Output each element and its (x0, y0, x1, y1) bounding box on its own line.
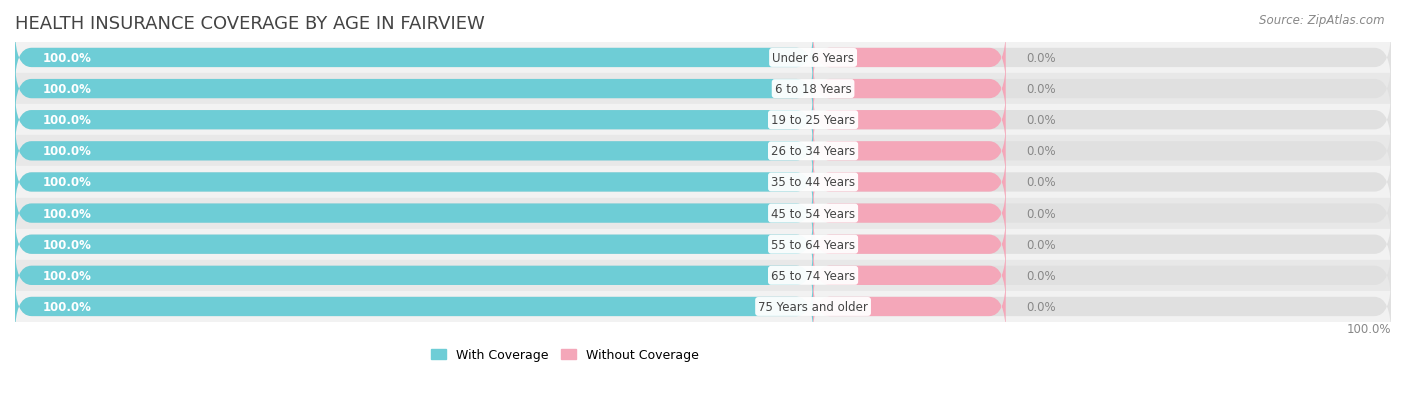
FancyBboxPatch shape (15, 217, 1391, 272)
Text: 100.0%: 100.0% (42, 176, 91, 189)
Bar (15, 105, 1391, 136)
FancyBboxPatch shape (15, 186, 1391, 241)
Text: 0.0%: 0.0% (1026, 207, 1056, 220)
FancyBboxPatch shape (15, 124, 813, 179)
Text: 0.0%: 0.0% (1026, 145, 1056, 158)
FancyBboxPatch shape (15, 124, 1391, 179)
FancyBboxPatch shape (813, 31, 1005, 86)
FancyBboxPatch shape (813, 186, 1005, 241)
FancyBboxPatch shape (813, 62, 1005, 117)
Text: 0.0%: 0.0% (1026, 269, 1056, 282)
Text: 19 to 25 Years: 19 to 25 Years (770, 114, 855, 127)
FancyBboxPatch shape (15, 155, 813, 210)
Text: Source: ZipAtlas.com: Source: ZipAtlas.com (1260, 14, 1385, 27)
FancyBboxPatch shape (813, 217, 1005, 272)
Text: 100.0%: 100.0% (42, 207, 91, 220)
Text: 0.0%: 0.0% (1026, 176, 1056, 189)
Text: 26 to 34 Years: 26 to 34 Years (770, 145, 855, 158)
Text: 6 to 18 Years: 6 to 18 Years (775, 83, 852, 96)
Bar (15, 136, 1391, 167)
Text: HEALTH INSURANCE COVERAGE BY AGE IN FAIRVIEW: HEALTH INSURANCE COVERAGE BY AGE IN FAIR… (15, 15, 485, 33)
FancyBboxPatch shape (813, 124, 1005, 179)
Text: 100.0%: 100.0% (42, 238, 91, 251)
FancyBboxPatch shape (15, 93, 813, 148)
Bar (15, 43, 1391, 74)
FancyBboxPatch shape (15, 248, 813, 303)
Text: 65 to 74 Years: 65 to 74 Years (770, 269, 855, 282)
Text: 100.0%: 100.0% (42, 145, 91, 158)
FancyBboxPatch shape (813, 248, 1005, 303)
Text: 45 to 54 Years: 45 to 54 Years (770, 207, 855, 220)
FancyBboxPatch shape (15, 279, 1391, 335)
Text: 100.0%: 100.0% (42, 269, 91, 282)
Text: 35 to 44 Years: 35 to 44 Years (770, 176, 855, 189)
Bar (15, 260, 1391, 291)
Text: 55 to 64 Years: 55 to 64 Years (770, 238, 855, 251)
Text: 100.0%: 100.0% (42, 52, 91, 65)
FancyBboxPatch shape (813, 279, 1005, 335)
FancyBboxPatch shape (813, 155, 1005, 210)
Bar (15, 198, 1391, 229)
Text: 75 Years and older: 75 Years and older (758, 300, 868, 313)
FancyBboxPatch shape (15, 155, 1391, 210)
Bar (15, 167, 1391, 198)
Text: 0.0%: 0.0% (1026, 238, 1056, 251)
Text: 100.0%: 100.0% (42, 114, 91, 127)
FancyBboxPatch shape (15, 31, 813, 86)
Text: Under 6 Years: Under 6 Years (772, 52, 853, 65)
FancyBboxPatch shape (15, 279, 813, 335)
FancyBboxPatch shape (15, 186, 813, 241)
FancyBboxPatch shape (15, 248, 1391, 303)
Bar (15, 229, 1391, 260)
Text: 0.0%: 0.0% (1026, 83, 1056, 96)
Text: 0.0%: 0.0% (1026, 52, 1056, 65)
Bar (15, 74, 1391, 105)
Legend: With Coverage, Without Coverage: With Coverage, Without Coverage (426, 343, 704, 366)
Bar (15, 291, 1391, 322)
Text: 0.0%: 0.0% (1026, 114, 1056, 127)
Text: 100.0%: 100.0% (42, 300, 91, 313)
FancyBboxPatch shape (15, 62, 813, 117)
Text: 0.0%: 0.0% (1026, 300, 1056, 313)
FancyBboxPatch shape (813, 93, 1005, 148)
FancyBboxPatch shape (15, 217, 813, 272)
Text: 100.0%: 100.0% (42, 83, 91, 96)
FancyBboxPatch shape (15, 62, 1391, 117)
FancyBboxPatch shape (15, 93, 1391, 148)
FancyBboxPatch shape (15, 31, 1391, 86)
Text: 100.0%: 100.0% (1347, 322, 1391, 335)
